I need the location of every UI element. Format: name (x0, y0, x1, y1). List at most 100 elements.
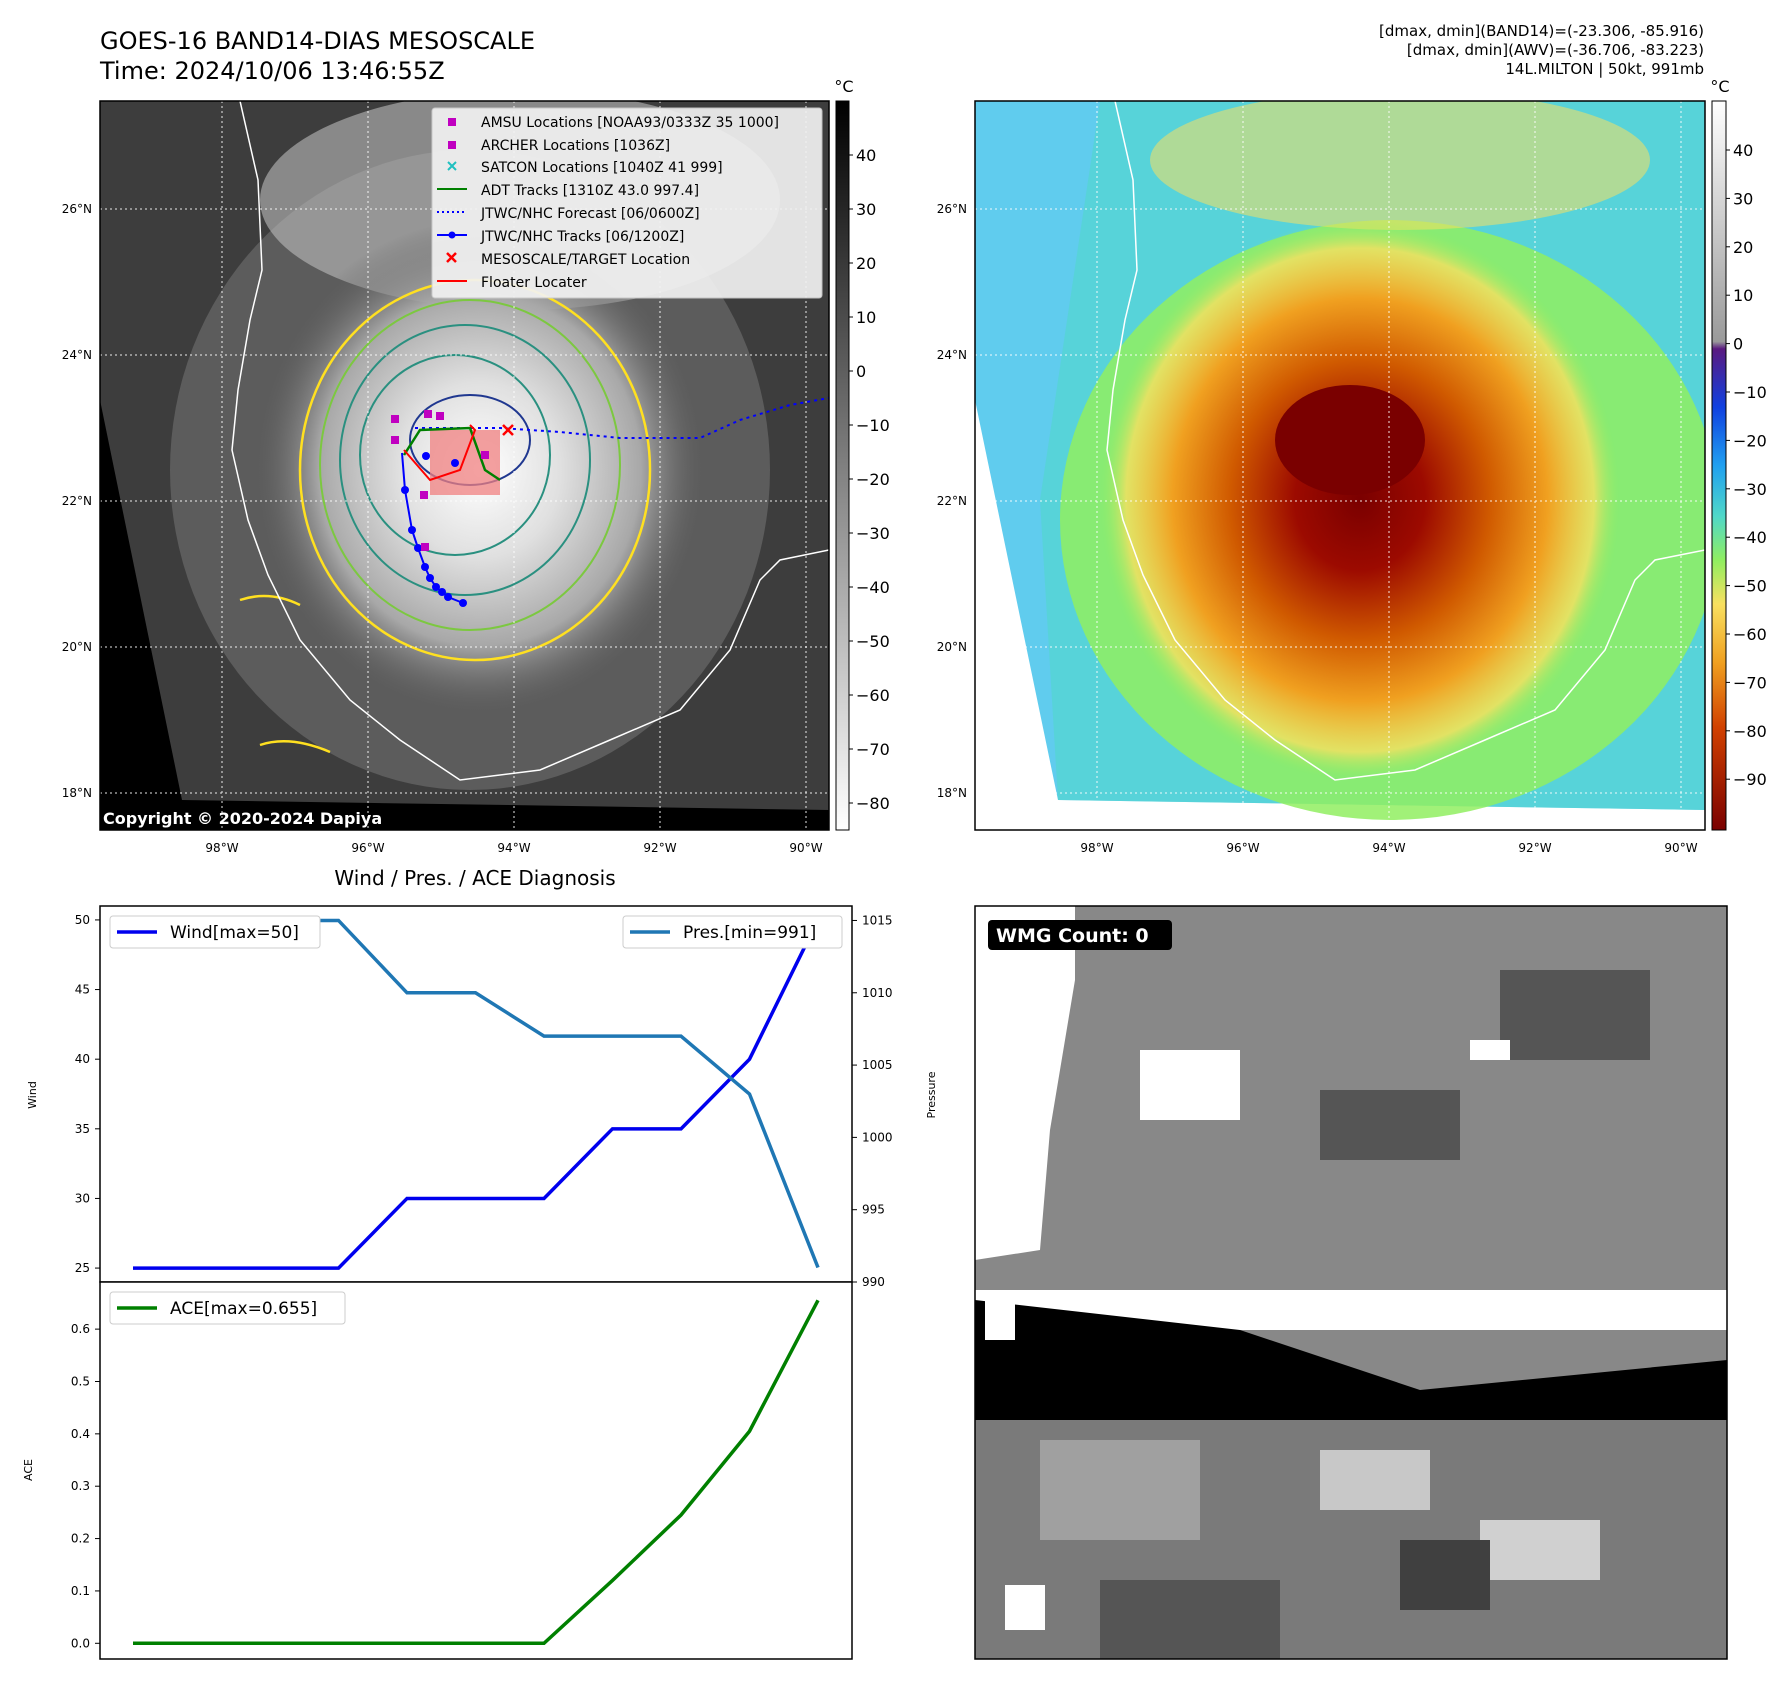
lat-label: 22°N (62, 494, 92, 508)
colorbar-tick-label: 30 (1733, 189, 1753, 208)
info-block: [dmax, dmin](BAND14)=(-23.306, -85.916) … (1379, 22, 1704, 79)
lat-label: 22°N (937, 494, 967, 508)
colorbar-tick-label: 40 (1733, 141, 1753, 160)
colorbar-tick-label: −10 (856, 416, 890, 435)
map-legend: AMSU Locations [NOAA93/0333Z 35 1000] AR… (431, 107, 823, 299)
diagnosis-title: Wind / Pres. / ACE Diagnosis (334, 866, 615, 890)
lon-label: 96°W (1226, 841, 1259, 855)
wmg-badge (988, 920, 1172, 950)
ace-legend: ACE[max=0.655] (109, 1291, 346, 1325)
legend-forecast: JTWC/NHC Forecast [06/0600Z] (480, 206, 700, 222)
colorbar-tick-label: 20 (1733, 238, 1753, 257)
lon-label: 98°W (205, 841, 238, 855)
pressure-tick-label: 1015 (862, 913, 893, 927)
ace-legend-label: ACE[max=0.655] (170, 1299, 317, 1319)
ace-tick-label: 0.1 (71, 1584, 90, 1598)
legend-archer: ARCHER Locations [1036Z] (481, 138, 670, 154)
colorbar-tick-label: 0 (1733, 335, 1743, 354)
legend-adt: ADT Tracks [1310Z 43.0 997.4] (481, 183, 699, 199)
right-colorbar: °C 40 30 20 10 0 −10 −20 −30 −40 −50 −60 −70 −80 −90 (1710, 77, 1767, 831)
ace-tick-label: 0.3 (71, 1479, 90, 1493)
lon-label: 94°W (497, 841, 530, 855)
lat-label: 20°N (937, 640, 967, 654)
copyright: Copyright © 2020-2024 Dapiya (103, 809, 382, 828)
pressure-axis-label: Pressure (925, 1071, 938, 1118)
pressure-legend-label: Pres.[min=991] (683, 923, 816, 943)
ace-tick-label: 0.6 (71, 1322, 90, 1336)
pressure-tick-label: 990 (862, 1275, 885, 1289)
lat-label: 26°N (62, 202, 92, 216)
colorbar-tick-label: 40 (856, 146, 876, 165)
wind-pres-plot (99, 905, 853, 1283)
right-map-axes: 26°N 24°N 22°N 20°N 18°N 98°W 96°W 94°W … (937, 202, 1698, 855)
pressure-legend: Pres.[min=991] (622, 915, 843, 949)
wind-tick-label: 35 (75, 1122, 90, 1136)
legend-floater: Floater Locater (481, 275, 587, 291)
wind-legend: Wind[max=50] (109, 915, 321, 949)
legend-archer-marker (448, 141, 456, 149)
colorbar-tick-label: −30 (856, 524, 890, 543)
info-awv: [dmax, dmin](AWV)=(-36.706, -83.223) (1406, 41, 1704, 59)
lat-label: 24°N (62, 348, 92, 362)
colorbar-tick-label: −90 (1733, 770, 1767, 789)
wind-axis-label: Wind (26, 1081, 39, 1109)
colorbar-tick-label: −30 (1733, 480, 1767, 499)
pressure-tick-label: 995 (862, 1203, 885, 1217)
info-storm: 14L.MILTON | 50kt, 991mb (1505, 60, 1704, 78)
lat-label: 20°N (62, 640, 92, 654)
ace-axis-label: ACE (22, 1459, 35, 1481)
left-colorbar: °C 40 30 20 10 0 −10 −20 −30 −40 −50 −60 −70 −80 (834, 77, 890, 831)
colorbar-tick-label: −70 (1733, 673, 1767, 692)
wind-legend-label: Wind[max=50] (170, 923, 299, 943)
ace-tick-label: 0.0 (71, 1636, 90, 1650)
colorbar-tick-label: −40 (856, 578, 890, 597)
colorbar-tick-label: 0 (856, 362, 866, 381)
wind-tick-label: 40 (75, 1052, 90, 1066)
lon-label: 90°W (1664, 841, 1697, 855)
colorbar-tick-label: 10 (1733, 286, 1753, 305)
lon-label: 98°W (1080, 841, 1113, 855)
ace-tick-label: 0.4 (71, 1427, 90, 1441)
legend-target-marker (446, 252, 457, 263)
pressure-tick-label: 1005 (862, 1058, 893, 1072)
legend-satcon: SATCON Locations [1040Z 41 999] (481, 160, 723, 176)
lat-label: 18°N (62, 786, 92, 800)
colorbar-tick-label: −80 (1733, 722, 1767, 741)
lon-label: 96°W (351, 841, 384, 855)
wind-tick-label: 50 (75, 913, 90, 927)
colorbar-tick-label: 20 (856, 254, 876, 273)
colorbar-tick-label: 10 (856, 308, 876, 327)
legend-tracks: JTWC/NHC Tracks [06/1200Z] (480, 229, 684, 245)
colorbar-tick-label: −40 (1733, 528, 1767, 547)
ace-tick-label: 0.5 (71, 1374, 90, 1388)
lat-label: 18°N (937, 786, 967, 800)
info-band14: [dmax, dmin](BAND14)=(-23.306, -85.916) (1379, 22, 1704, 40)
colorbar-tick-label: 30 (856, 200, 876, 219)
left-map-axes: 26°N 24°N 22°N 20°N 18°N 98°W 96°W 94°W … (62, 202, 823, 855)
lon-label: 92°W (643, 841, 676, 855)
colorbar-tick-label: −80 (856, 794, 890, 813)
colorbar-tick-label: −10 (1733, 383, 1767, 402)
colorbar-tick-label: −60 (1733, 625, 1767, 644)
lon-label: 90°W (789, 841, 822, 855)
chart-title: GOES-16 BAND14-DIAS MESOSCALE (100, 27, 536, 55)
ace-plot (99, 1281, 853, 1660)
colorbar-unit: °C (834, 77, 853, 96)
ace-series-line (133, 1299, 820, 1646)
wmg-panel: WMG Count: 0 (974, 905, 1728, 1660)
colorbar-tick-label: −20 (856, 470, 890, 489)
awv-map (975, 101, 1705, 830)
wind-tick-label: 45 (75, 983, 90, 997)
legend-amsu-marker (448, 118, 456, 126)
wind-tick-label: 25 (75, 1261, 90, 1275)
ace-tick-label: 0.2 (71, 1532, 90, 1546)
lat-label: 26°N (937, 202, 967, 216)
colorbar-unit: °C (1710, 77, 1729, 96)
lat-label: 24°N (937, 348, 967, 362)
wind-series-line (133, 919, 820, 1270)
legend-target: MESOSCALE/TARGET Location (481, 252, 690, 268)
legend-satcon-marker (447, 161, 457, 171)
pressure-tick-label: 1000 (862, 1130, 893, 1144)
wmg-count: WMG Count: 0 (996, 925, 1149, 947)
